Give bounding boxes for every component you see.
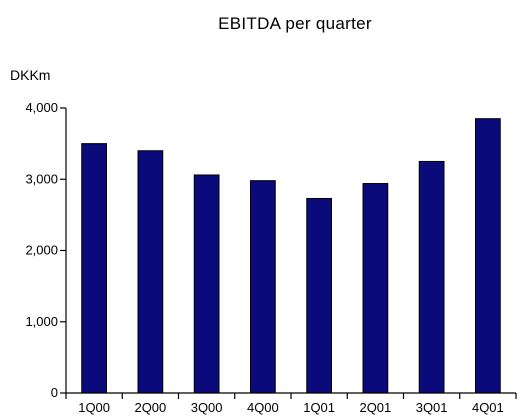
x-tick-label: 2Q00 <box>134 400 166 415</box>
bar-4Q00 <box>250 180 276 394</box>
bar-3Q00 <box>193 174 220 394</box>
y-tick-label: 4,000 <box>25 100 58 115</box>
labels-group: 0 1,000 2,000 3,000 4,000 1Q00 2Q00 3Q00 4Q00 1Q0… <box>25 100 503 415</box>
y-tick-label: 1,000 <box>25 314 58 329</box>
bar-2Q00 <box>137 150 164 394</box>
bar-2Q01 <box>362 183 389 394</box>
bar-3Q01 <box>418 160 445 394</box>
bar-1Q01 <box>306 197 332 394</box>
chart-title: EBITDA per quarter <box>218 14 372 33</box>
x-tick-label: 1Q01 <box>303 400 335 415</box>
y-tick-label: 0 <box>51 385 58 400</box>
y-tick-label: 3,000 <box>25 171 58 186</box>
bar-1Q00 <box>81 143 107 394</box>
bar-4Q01 <box>475 118 501 394</box>
y-axis-unit-label: DKKm <box>10 67 51 83</box>
x-tick-label: 2Q01 <box>359 400 391 415</box>
y-tick-label: 2,000 <box>25 243 58 258</box>
x-tick-label: 4Q01 <box>472 400 504 415</box>
bars-group <box>81 118 501 394</box>
x-tick-label: 3Q01 <box>416 400 448 415</box>
x-tick-label: 1Q00 <box>78 400 110 415</box>
axes-group <box>60 107 517 399</box>
x-tick-label: 4Q00 <box>247 400 279 415</box>
x-tick-label: 3Q00 <box>191 400 223 415</box>
